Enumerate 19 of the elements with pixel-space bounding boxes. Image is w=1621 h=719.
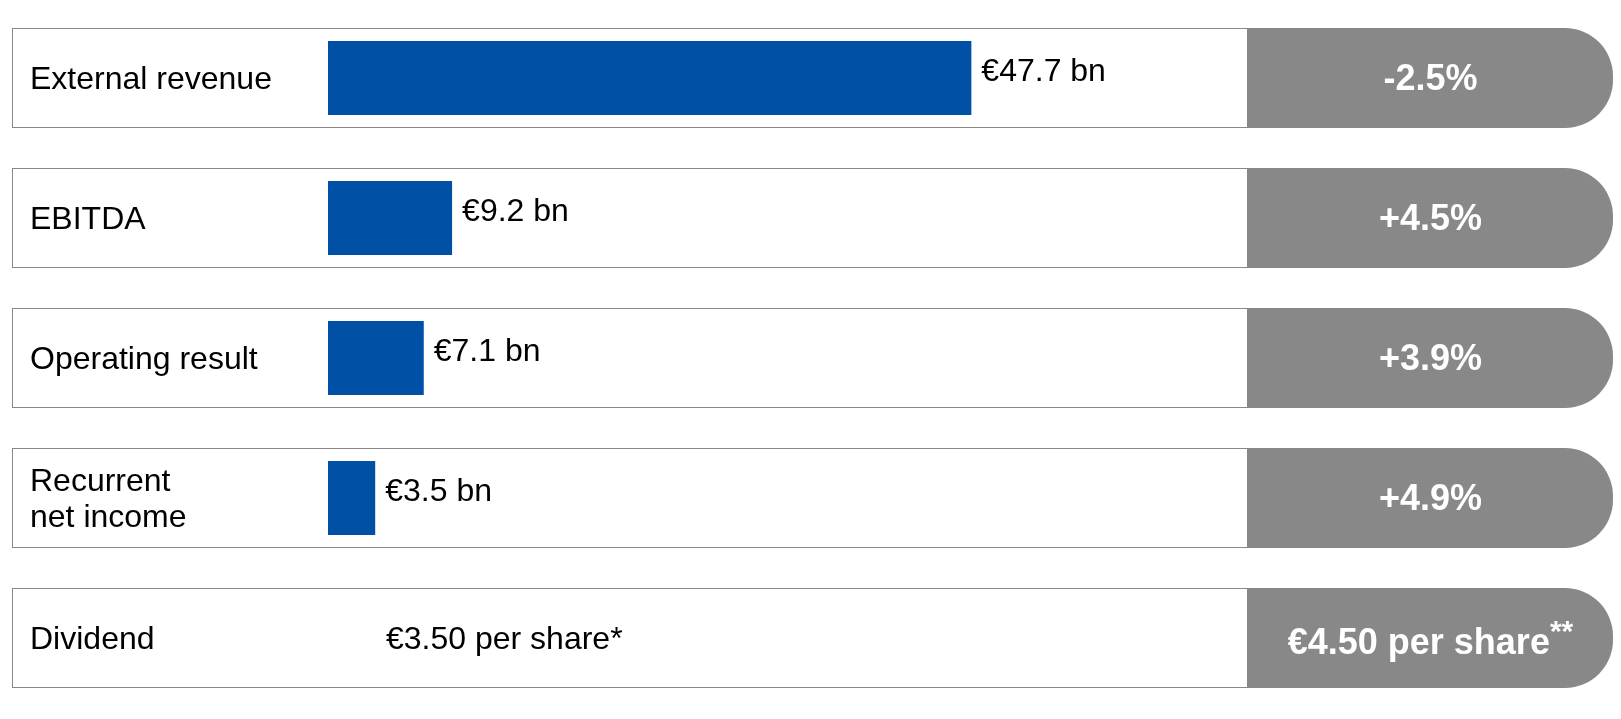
text: €4.50 per share$^{**}$ xyxy=(1287,613,1574,663)
bar xyxy=(328,461,376,535)
data-label: €9.2 bn xyxy=(462,192,569,228)
data-label: €3.5 bn xyxy=(385,472,492,508)
bar xyxy=(328,41,972,115)
bar xyxy=(328,181,453,255)
data-label: €7.1 bn xyxy=(433,332,541,368)
y-tick-label: EBITDA xyxy=(30,200,147,236)
bar xyxy=(328,321,424,395)
text: €3.50 per share* xyxy=(386,620,623,656)
data-label: €47.7 bn xyxy=(981,52,1106,88)
y-tick-label: Operating result xyxy=(30,340,258,376)
text: -2.5% xyxy=(1383,57,1478,99)
y-tick-label: Dividend xyxy=(30,620,155,656)
text: +3.9% xyxy=(1378,337,1483,379)
text: +4.9% xyxy=(1378,477,1483,519)
y-tick-label: External revenue xyxy=(30,60,272,96)
text: +4.5% xyxy=(1378,197,1483,239)
y-tick-label: Recurrent net income xyxy=(30,462,187,534)
